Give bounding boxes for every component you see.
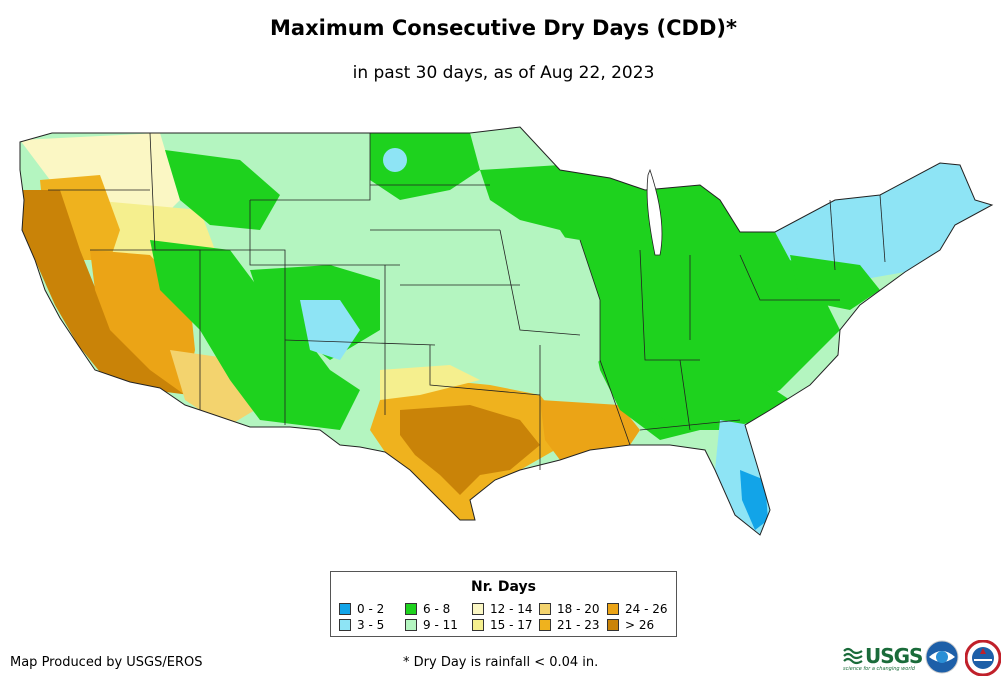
- legend-item-24-26: 24 - 26: [607, 602, 668, 616]
- usgs-logo: USGS: [843, 644, 923, 668]
- nws-logo: [965, 640, 1001, 676]
- legend-item-0-2: 0 - 2: [339, 602, 384, 616]
- swatch-24-26: [607, 603, 619, 615]
- swatch-18-20: [539, 603, 551, 615]
- swatch-3-5: [339, 619, 351, 631]
- class-6-8-mid-atlantic: [790, 255, 880, 310]
- legend-item-3-5: 3 - 5: [339, 618, 384, 632]
- map-subtitle: in past 30 days, as of Aug 22, 2023: [352, 63, 655, 83]
- class-24-26-louisiana: [540, 400, 640, 460]
- swatch-12-14: [472, 603, 484, 615]
- class-6-8-east: [480, 165, 840, 440]
- class-9-11-missouri: [520, 230, 600, 380]
- class-6-8-southeast: [640, 360, 790, 430]
- usgs-tagline: science for a changing world: [843, 666, 915, 672]
- map-title: Maximum Consecutive Dry Days (CDD)*: [270, 16, 737, 40]
- class-over-26-texas: [400, 405, 540, 495]
- class-3-5-northeast: [775, 163, 992, 280]
- class-0-2-florida: [740, 470, 768, 530]
- state-boundaries: [48, 132, 886, 470]
- swatch-0-2: [339, 603, 351, 615]
- legend-item-15-17: 15 - 17: [472, 618, 533, 632]
- class-3-5-nm-patch: [300, 300, 360, 360]
- credit-text: Map Produced by USGS/EROS: [10, 655, 203, 670]
- swatch-21-23: [539, 619, 551, 631]
- legend-item-6-8: 6 - 8: [405, 602, 450, 616]
- legend-item-12-14: 12 - 14: [472, 602, 533, 616]
- dry-day-note: * Dry Day is rainfall < 0.04 in.: [403, 655, 599, 670]
- legend-title: Nr. Days: [471, 579, 536, 595]
- swatch-9-11: [405, 619, 417, 631]
- legend: Nr. Days 0 - 2 3 - 5 6 - 8 9 - 11 12 - 1…: [330, 571, 677, 637]
- swatch-6-8: [405, 603, 417, 615]
- class-6-8-southwest: [150, 240, 360, 430]
- class-3-5-nd-patch: [383, 148, 407, 172]
- legend-item-21-23: 21 - 23: [539, 618, 600, 632]
- lake-michigan: [646, 168, 663, 256]
- legend-item-18-20: 18 - 20: [539, 602, 600, 616]
- legend-item-over-26: > 26: [607, 618, 654, 632]
- swatch-over-26: [607, 619, 619, 631]
- usgs-wave-icon: [843, 647, 863, 665]
- noaa-logo: [925, 640, 959, 674]
- swatch-15-17: [472, 619, 484, 631]
- cdd-raster: [20, 127, 992, 535]
- legend-item-9-11: 9 - 11: [405, 618, 458, 632]
- class-6-8-montana: [165, 150, 280, 230]
